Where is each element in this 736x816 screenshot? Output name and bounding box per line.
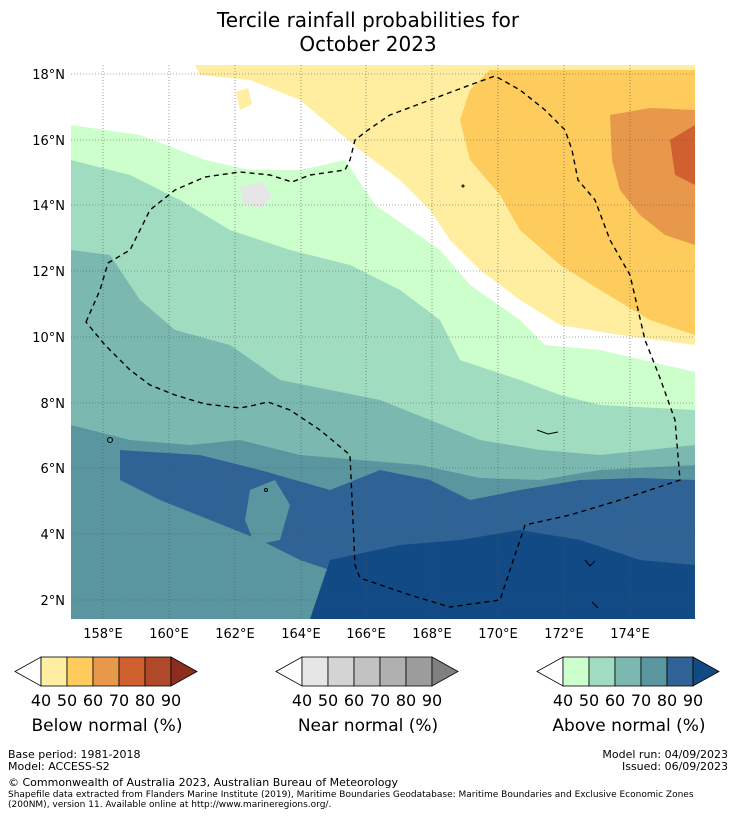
above-90-region: [310, 530, 695, 619]
colorbar-tick-label: 40: [292, 691, 312, 710]
below-40-patch: [236, 88, 252, 110]
colorbar-high-extend: [170, 656, 198, 687]
longitude-label: 172°E: [544, 627, 584, 642]
colorbar-segment: [588, 656, 616, 687]
shapefile-credit: Shapefile data extracted from Flanders M…: [8, 790, 694, 800]
colorbar-segment: [562, 656, 590, 687]
colorbar-low-extend: [275, 656, 303, 687]
colorbar-segment: [614, 656, 642, 687]
eez-boundary: [85, 75, 681, 608]
longitude-label: 170°E: [478, 627, 518, 642]
latitude-label: 14°N: [32, 199, 65, 214]
colorbar-segment: [379, 656, 407, 687]
colorbar-tick-label: 50: [318, 691, 338, 710]
colorbar: 40 50 60 70 80 90: [14, 656, 198, 710]
shapefile-credit-line2: (200NM), version 11. Available online at…: [8, 800, 332, 810]
latitude-label: 2°N: [41, 594, 66, 609]
colorbar-label-above: Above normal (%): [552, 716, 706, 736]
colorbar-tick-label: 90: [422, 691, 442, 710]
colorbar-segment: [405, 656, 433, 687]
latitude-label: 4°N: [41, 528, 66, 543]
colorbar-segment: [640, 656, 668, 687]
colorbar-segment: [666, 656, 694, 687]
colorbar-tick-label: 40: [31, 691, 51, 710]
longitude-label: 162°E: [215, 627, 255, 642]
longitude-labels: 158°E 160°E 162°E 164°E 166°E 168°E 170°E 172°E…: [83, 627, 650, 642]
longitude-label: 168°E: [412, 627, 452, 642]
colorbar-low-extend: [536, 656, 564, 687]
colorbar-tick-label: 80: [396, 691, 416, 710]
above-70-patch: [245, 480, 290, 545]
colorbar: 40 50 60 70 80 90: [536, 656, 720, 710]
colorbar-high-extend: [692, 656, 720, 687]
issued-date: Issued: 06/09/2023: [621, 760, 728, 773]
colorbar-tick-label: 90: [683, 691, 703, 710]
map-title-line2: October 2023: [299, 32, 437, 56]
near-normal-patch: [240, 182, 272, 208]
latitude-label: 6°N: [41, 462, 66, 477]
latitude-label: 16°N: [32, 134, 65, 149]
colorbar-segment: [92, 656, 120, 687]
map-title-line1: Tercile rainfall probabilities for: [216, 8, 520, 32]
colorbar-label-near: Near normal (%): [297, 716, 439, 736]
colorbar-tick-label: 60: [605, 691, 625, 710]
colorbar-segment: [301, 656, 329, 687]
latitude-label: 18°N: [32, 68, 65, 83]
latitude-label: 8°N: [41, 397, 66, 412]
colorbar-tick-label: 70: [631, 691, 651, 710]
below-70-region: [670, 125, 695, 185]
colorbar-tick-label: 90: [161, 691, 181, 710]
colorbar-tick-label: 80: [135, 691, 155, 710]
colorbar-tick-label: 70: [370, 691, 390, 710]
colorbar-tick-label: 50: [57, 691, 77, 710]
longitude-label: 158°E: [83, 627, 123, 642]
colorbar-tick-label: 70: [109, 691, 129, 710]
rainfall-probability-field: [71, 65, 695, 619]
colorbar-segment: [118, 656, 146, 687]
colorbar-high-extend: [431, 656, 459, 687]
colorbar-segment: [327, 656, 355, 687]
colorbar-segment: [144, 656, 172, 687]
colorbar-segment: [353, 656, 381, 687]
model-run: Model run: 04/09/2023: [602, 748, 728, 761]
colorbar-low-extend: [14, 656, 42, 687]
longitude-label: 164°E: [281, 627, 321, 642]
colorbars: 40 50 60 70 80 90 40 50 60 70 80 90 40 50 60 70 80 90: [14, 656, 720, 710]
colorbar-tick-label: 80: [657, 691, 677, 710]
colorbar-tick-label: 40: [553, 691, 573, 710]
latitude-labels: 18°N 16°N 14°N 12°N 10°N 8°N 6°N 4°N 2°N: [32, 68, 65, 609]
colorbar-segment: [66, 656, 94, 687]
colorbar-tick-label: 50: [579, 691, 599, 710]
base-period: Base period: 1981-2018: [8, 748, 141, 761]
latitude-label: 10°N: [32, 331, 65, 346]
longitude-label: 174°E: [610, 627, 650, 642]
model-name: Model: ACCESS-S2: [8, 760, 110, 773]
longitude-label: 160°E: [149, 627, 189, 642]
latitude-label: 12°N: [32, 265, 65, 280]
islands: [107, 184, 599, 609]
colorbar-label-below: Below normal (%): [31, 716, 183, 736]
colorbar-tick-label: 60: [83, 691, 103, 710]
copyright: © Commonwealth of Australia 2023, Austra…: [8, 776, 398, 789]
longitude-label: 166°E: [346, 627, 386, 642]
colorbar: 40 50 60 70 80 90: [275, 656, 459, 710]
colorbar-segment: [40, 656, 68, 687]
colorbar-tick-label: 60: [344, 691, 364, 710]
